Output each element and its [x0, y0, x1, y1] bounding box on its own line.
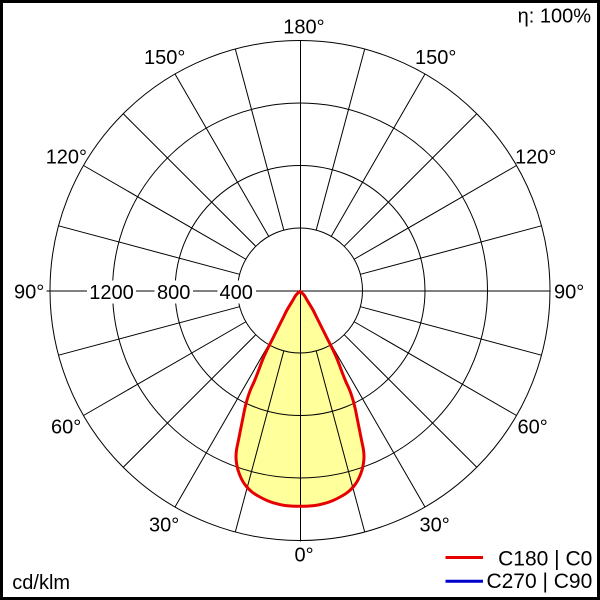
svg-text:120°: 120° — [46, 147, 87, 169]
svg-text:90°: 90° — [14, 282, 44, 304]
svg-text:150°: 150° — [144, 47, 185, 69]
svg-text:180°: 180° — [283, 16, 324, 38]
svg-text:60°: 60° — [51, 417, 81, 439]
svg-text:800: 800 — [157, 282, 190, 304]
svg-text:400: 400 — [220, 282, 253, 304]
svg-text:cd/klm: cd/klm — [12, 572, 70, 594]
svg-text:150°: 150° — [415, 47, 456, 69]
svg-text:30°: 30° — [149, 515, 179, 537]
svg-text:C270 | C90: C270 | C90 — [486, 570, 592, 593]
svg-text:η: 100%: η: 100% — [518, 6, 592, 28]
svg-text:90°: 90° — [554, 282, 584, 304]
svg-text:0°: 0° — [295, 544, 314, 566]
svg-text:C180 | C0: C180 | C0 — [498, 547, 592, 570]
svg-text:60°: 60° — [518, 417, 548, 439]
svg-text:30°: 30° — [420, 515, 450, 537]
svg-text:120°: 120° — [515, 147, 556, 169]
svg-text:1200: 1200 — [89, 282, 134, 304]
